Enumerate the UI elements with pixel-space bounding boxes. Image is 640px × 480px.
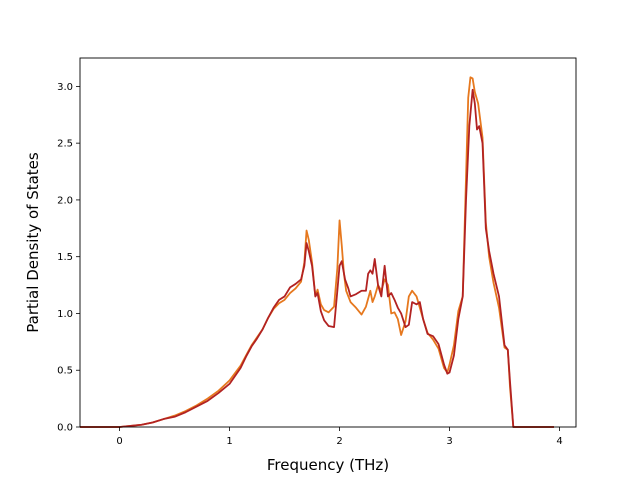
y-tick-label: 2.0	[57, 195, 73, 206]
y-tick-label: 1.0	[57, 309, 73, 320]
x-tick-label: 1	[226, 436, 232, 447]
y-tick-label: 0.5	[57, 366, 73, 377]
x-tick-label: 3	[446, 436, 452, 447]
y-tick-label: 0.0	[57, 423, 73, 434]
y-tick-label: 3.0	[57, 82, 73, 93]
y-axis-ticks: 0.0 0.5 1.0 1.5 2.0 2.5 3.0	[57, 82, 80, 434]
x-axis-ticks: 0 1 2 3 4	[116, 427, 563, 447]
x-tick-label: 4	[556, 436, 562, 447]
x-tick-label: 2	[336, 436, 342, 447]
series-line-2	[80, 88, 554, 428]
y-tick-label: 2.5	[57, 139, 73, 150]
x-tick-label: 0	[116, 436, 122, 447]
axes-frame	[79, 57, 577, 428]
y-axis-label: Partial Density of States	[24, 152, 42, 333]
series-group	[80, 76, 554, 428]
y-tick-label: 1.5	[57, 252, 73, 263]
x-axis-label: Frequency (THz)	[267, 456, 389, 474]
